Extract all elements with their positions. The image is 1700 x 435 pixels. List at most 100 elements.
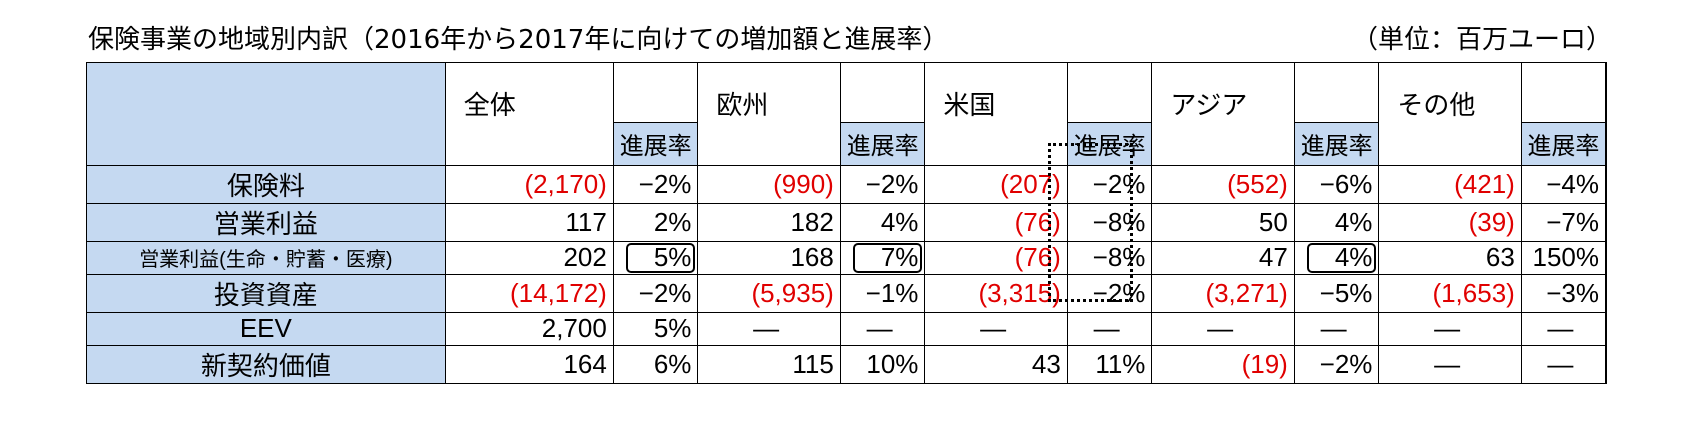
table-cell: 43 bbox=[924, 344, 1068, 384]
table-cell: −8% bbox=[1066, 240, 1153, 275]
table-cell: (1,653) bbox=[1378, 273, 1522, 313]
table-cell: 5% bbox=[612, 311, 699, 346]
table-cell: — bbox=[1378, 311, 1522, 346]
row-label-operating-profit: 営業利益 bbox=[86, 202, 446, 242]
table-cell: 50 bbox=[1151, 202, 1295, 242]
group-header-all: 全体 bbox=[444, 62, 614, 122]
table-title: 保険事業の地域別内訳（2016年から2017年に向けての増加額と進展率） bbox=[88, 25, 949, 55]
table-cell: −5% bbox=[1293, 273, 1380, 313]
subheader-blank bbox=[1378, 122, 1522, 166]
table-row: 営業利益(生命・貯蓄・医療) 202 5% 168 7% (76) −8% 47… bbox=[86, 240, 1607, 275]
table-row: 新契約価値 164 6% 115 10% 43 11% (19) −2% — — bbox=[86, 344, 1607, 384]
group-header-asia-spacer bbox=[1293, 62, 1380, 122]
progress-rate-header: 進展率 bbox=[839, 121, 926, 166]
table-cell: (3,271) bbox=[1151, 273, 1295, 313]
table-cell: −7% bbox=[1520, 202, 1607, 242]
table-cell-highlighted: 5% bbox=[612, 240, 699, 275]
table-cell-highlighted: 4% bbox=[1293, 240, 1380, 275]
table-cell: — bbox=[1293, 311, 1380, 346]
table-cell: (76) bbox=[924, 202, 1068, 242]
table-cell: −6% bbox=[1293, 164, 1380, 204]
progress-rate-header: 進展率 bbox=[1520, 121, 1607, 166]
table-cell: −2% bbox=[612, 164, 699, 204]
highlight-box bbox=[1306, 242, 1377, 273]
table-cell: 2% bbox=[612, 202, 699, 242]
header-row: 全体 欧州 米国 アジア その他 bbox=[86, 62, 1607, 166]
row-label-operating-profit-life: 営業利益(生命・貯蓄・医療) bbox=[86, 240, 446, 275]
subheader-blank bbox=[697, 122, 841, 166]
group-header-asia: アジア bbox=[1151, 62, 1295, 122]
table-cell: (76) bbox=[924, 240, 1068, 275]
progress-rate-header: 進展率 bbox=[1293, 121, 1380, 166]
table-cell: 47 bbox=[1151, 240, 1295, 275]
table-cell: — bbox=[1520, 311, 1607, 346]
table-cell: −2% bbox=[1066, 164, 1153, 204]
group-header-other: その他 bbox=[1378, 62, 1522, 122]
subheader-row: 進展率 進展率 進展率 進展率 進展率 bbox=[87, 121, 1607, 166]
header-corner-cell bbox=[86, 62, 446, 166]
table-cell: — bbox=[697, 311, 841, 346]
subheader-blank bbox=[924, 122, 1068, 166]
table-cell: 63 bbox=[1378, 240, 1522, 275]
table-cell: 202 bbox=[444, 240, 614, 275]
table-cell: 11% bbox=[1066, 344, 1153, 384]
highlight-box bbox=[852, 242, 923, 273]
table-cell: −8% bbox=[1066, 202, 1153, 242]
table-cell: (552) bbox=[1151, 164, 1295, 204]
group-header-us-spacer bbox=[1066, 62, 1153, 122]
table-cell-highlighted: 7% bbox=[839, 240, 926, 275]
table-cell: (421) bbox=[1378, 164, 1522, 204]
table-cell: — bbox=[839, 311, 926, 346]
table-cell: 164 bbox=[444, 344, 614, 384]
table-cell: 115 bbox=[697, 344, 841, 384]
table-cell: (19) bbox=[1151, 344, 1295, 384]
table-cell: — bbox=[1378, 344, 1522, 384]
table-cell: 4% bbox=[839, 202, 926, 242]
table-cell: — bbox=[1066, 311, 1153, 346]
table-cell: −2% bbox=[1066, 273, 1153, 313]
table-cell: −2% bbox=[1293, 344, 1380, 384]
table-cell: (207) bbox=[924, 164, 1068, 204]
subheader-blank bbox=[444, 122, 614, 166]
unit-label: （単位：百万ユーロ） bbox=[1351, 25, 1612, 55]
table-cell: −2% bbox=[839, 164, 926, 204]
table-cell: 150% bbox=[1520, 240, 1607, 275]
table-cell: — bbox=[1520, 344, 1607, 384]
subheader-blank bbox=[1151, 122, 1295, 166]
table-cell: — bbox=[1151, 311, 1295, 346]
table-row: EEV 2,700 5% — — — — — — — — bbox=[86, 311, 1607, 346]
table-cell: 182 bbox=[697, 202, 841, 242]
table-cell: 4% bbox=[1293, 202, 1380, 242]
highlight-box bbox=[625, 242, 696, 273]
row-label-eev: EEV bbox=[86, 311, 446, 346]
table-cell: (3,315) bbox=[924, 273, 1068, 313]
table-cell: (39) bbox=[1378, 202, 1522, 242]
table-cell: −4% bbox=[1520, 164, 1607, 204]
table-cell: −3% bbox=[1520, 273, 1607, 313]
table-cell: — bbox=[924, 311, 1068, 346]
progress-rate-header: 進展率 bbox=[1066, 121, 1153, 166]
table-cell: 117 bbox=[444, 202, 614, 242]
table-row: 営業利益 117 2% 182 4% (76) −8% 50 4% (39) −… bbox=[86, 202, 1607, 242]
table-cell: 6% bbox=[612, 344, 699, 384]
table-cell: −2% bbox=[612, 273, 699, 313]
table-cell: (5,935) bbox=[697, 273, 841, 313]
group-header-other-spacer bbox=[1520, 62, 1607, 122]
row-label-investment-assets: 投資資産 bbox=[86, 273, 446, 313]
table-cell: 168 bbox=[697, 240, 841, 275]
group-header-all-spacer bbox=[612, 62, 699, 122]
group-header-europe-spacer bbox=[839, 62, 926, 122]
table-cell: 10% bbox=[839, 344, 926, 384]
table-cell: (990) bbox=[697, 164, 841, 204]
progress-rate-header: 進展率 bbox=[612, 121, 699, 166]
table-row: 投資資産 (14,172) −2% (5,935) −1% (3,315) −2… bbox=[86, 273, 1607, 313]
table-cell: (14,172) bbox=[444, 273, 614, 313]
group-header-us: 米国 bbox=[924, 62, 1068, 122]
region-breakdown-table: 全体 欧州 米国 アジア その他 進展率 進展率 進展率 進展率 進展率 保険料… bbox=[86, 62, 1607, 384]
row-label-premium: 保険料 bbox=[86, 164, 446, 204]
group-header-europe: 欧州 bbox=[697, 62, 841, 122]
table-cell: 2,700 bbox=[444, 311, 614, 346]
table-cell: (2,170) bbox=[444, 164, 614, 204]
row-label-new-business-value: 新契約価値 bbox=[86, 344, 446, 384]
table-cell: −1% bbox=[839, 273, 926, 313]
